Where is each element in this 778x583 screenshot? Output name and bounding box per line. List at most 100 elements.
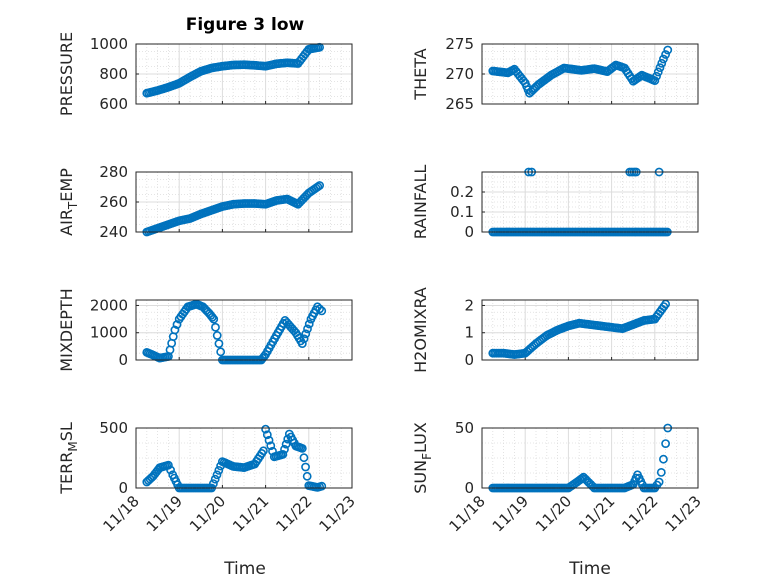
subplot-terr-msl: 0 500 11/18 11/19 11/20 11/21 11/22 11/23 TERR… <box>57 419 359 579</box>
subplot-sun-flux: 0 50 11/18 11/19 11/20 11/21 11/22 11/23 SUNFL… <box>411 419 705 579</box>
data-point <box>301 329 311 339</box>
data-point <box>299 334 309 344</box>
data-point <box>302 471 312 481</box>
data-markers <box>142 42 324 98</box>
gridlines <box>135 300 353 360</box>
x-tick-label: 11/18 <box>100 492 143 535</box>
x-tick-label: 11/18 <box>446 492 489 535</box>
y-tick-label: 0.1 <box>450 203 474 221</box>
data-point <box>303 324 312 334</box>
y-tick-label: 280 <box>99 163 128 181</box>
data-point <box>304 319 314 329</box>
y-axis-label: MIXDEPTH <box>57 288 76 371</box>
data-point <box>212 470 222 480</box>
data-point <box>297 443 307 453</box>
data-point <box>266 441 276 451</box>
data-point <box>163 460 173 470</box>
data-point <box>211 322 220 332</box>
y-tick-labels: 240 260 280 <box>99 163 139 241</box>
x-tick-label: 11/23 <box>316 492 359 535</box>
x-tick-label: 11/19 <box>143 492 186 535</box>
data-point <box>259 446 268 456</box>
data-point <box>216 347 226 357</box>
data-markers <box>142 424 327 493</box>
data-point <box>278 449 288 459</box>
y-tick-label: 240 <box>99 223 128 241</box>
gridlines <box>135 428 353 488</box>
subplot-theta: 265 270 275 THETA <box>411 35 699 113</box>
subplot-rainfall: 0 0.1 0.2 RAINFALL <box>411 165 699 241</box>
data-point <box>207 312 217 322</box>
data-point <box>214 465 224 475</box>
y-tick-label: 270 <box>445 65 474 83</box>
data-point <box>317 481 327 491</box>
y-tick-label: 500 <box>99 419 128 437</box>
data-markers <box>488 299 670 359</box>
data-point <box>280 444 289 454</box>
y-axis-label: H2OMIXRA <box>411 287 430 373</box>
data-point <box>166 465 175 475</box>
data-point <box>214 339 224 349</box>
y-tick-labels: 600 800 1000 <box>90 35 139 113</box>
data-point <box>659 54 668 64</box>
data-point <box>655 63 665 73</box>
y-axis-label: TERRMSL <box>57 422 80 495</box>
y-tick-label: 0 <box>464 351 474 369</box>
y-tick-label: 265 <box>445 95 474 113</box>
data-point <box>654 477 664 487</box>
subplot-mixdepth: 0 1000 2000 MIXDEPTH <box>57 288 353 372</box>
x-tick-label: 11/22 <box>618 492 661 535</box>
x-tick-label: 11/21 <box>229 492 272 535</box>
axes-box <box>481 171 699 233</box>
y-tick-label: 275 <box>445 35 474 53</box>
data-point <box>663 45 673 55</box>
data-point <box>661 439 670 448</box>
axes-box <box>135 427 353 489</box>
y-tick-labels: 0 50 <box>455 419 485 497</box>
data-point <box>209 314 219 324</box>
x-tick-label: 11/22 <box>272 492 315 535</box>
data-point <box>661 50 670 59</box>
data-point <box>652 71 661 81</box>
y-tick-label: 1000 <box>90 35 128 53</box>
y-tick-label: 1000 <box>90 324 128 342</box>
data-point <box>264 435 274 445</box>
data-point <box>657 58 667 68</box>
data-point <box>170 325 180 335</box>
data-point <box>659 454 668 464</box>
gridlines <box>135 44 353 104</box>
x-tick-label: 11/23 <box>662 492 705 535</box>
y-tick-label: 1 <box>464 324 474 342</box>
y-tick-label: 2 <box>464 296 474 314</box>
y-tick-labels: 0 0.1 0.2 <box>450 183 485 241</box>
axes-box <box>481 427 699 489</box>
y-tick-label: 600 <box>99 95 128 113</box>
y-axis-label: AIRTEMP <box>57 168 80 236</box>
y-tick-label: 0.2 <box>450 183 474 201</box>
y-tick-label: 50 <box>455 419 474 437</box>
figure-title: Figure 3 low <box>186 15 305 35</box>
data-point <box>297 339 307 349</box>
y-tick-labels: 0 1 2 <box>464 296 485 369</box>
y-tick-labels: 0 500 <box>99 419 139 497</box>
y-axis-label: RAINFALL <box>411 165 430 240</box>
data-point <box>301 462 310 472</box>
subplot-h2omixra: 0 1 2 H2OMIXRA <box>411 287 699 373</box>
data-markers <box>488 45 673 98</box>
x-tick-label: 11/21 <box>575 492 618 535</box>
data-markers <box>142 181 324 237</box>
y-axis-label: THETA <box>411 48 430 100</box>
y-tick-label: 0 <box>464 223 474 241</box>
data-point <box>650 76 660 85</box>
axes-box <box>481 299 699 361</box>
axes-box <box>135 299 353 361</box>
y-tick-label: 800 <box>99 65 128 83</box>
data-point <box>212 331 222 340</box>
x-tick-labels: 11/18 11/19 11/20 11/21 11/22 11/23 <box>446 492 705 535</box>
y-tick-labels: 0 1000 2000 <box>90 296 139 369</box>
y-tick-label: 2000 <box>90 296 128 314</box>
data-point <box>577 473 587 483</box>
data-point <box>281 439 291 449</box>
subplot-pressure: 600 800 1000 PRESSURE <box>57 32 353 116</box>
